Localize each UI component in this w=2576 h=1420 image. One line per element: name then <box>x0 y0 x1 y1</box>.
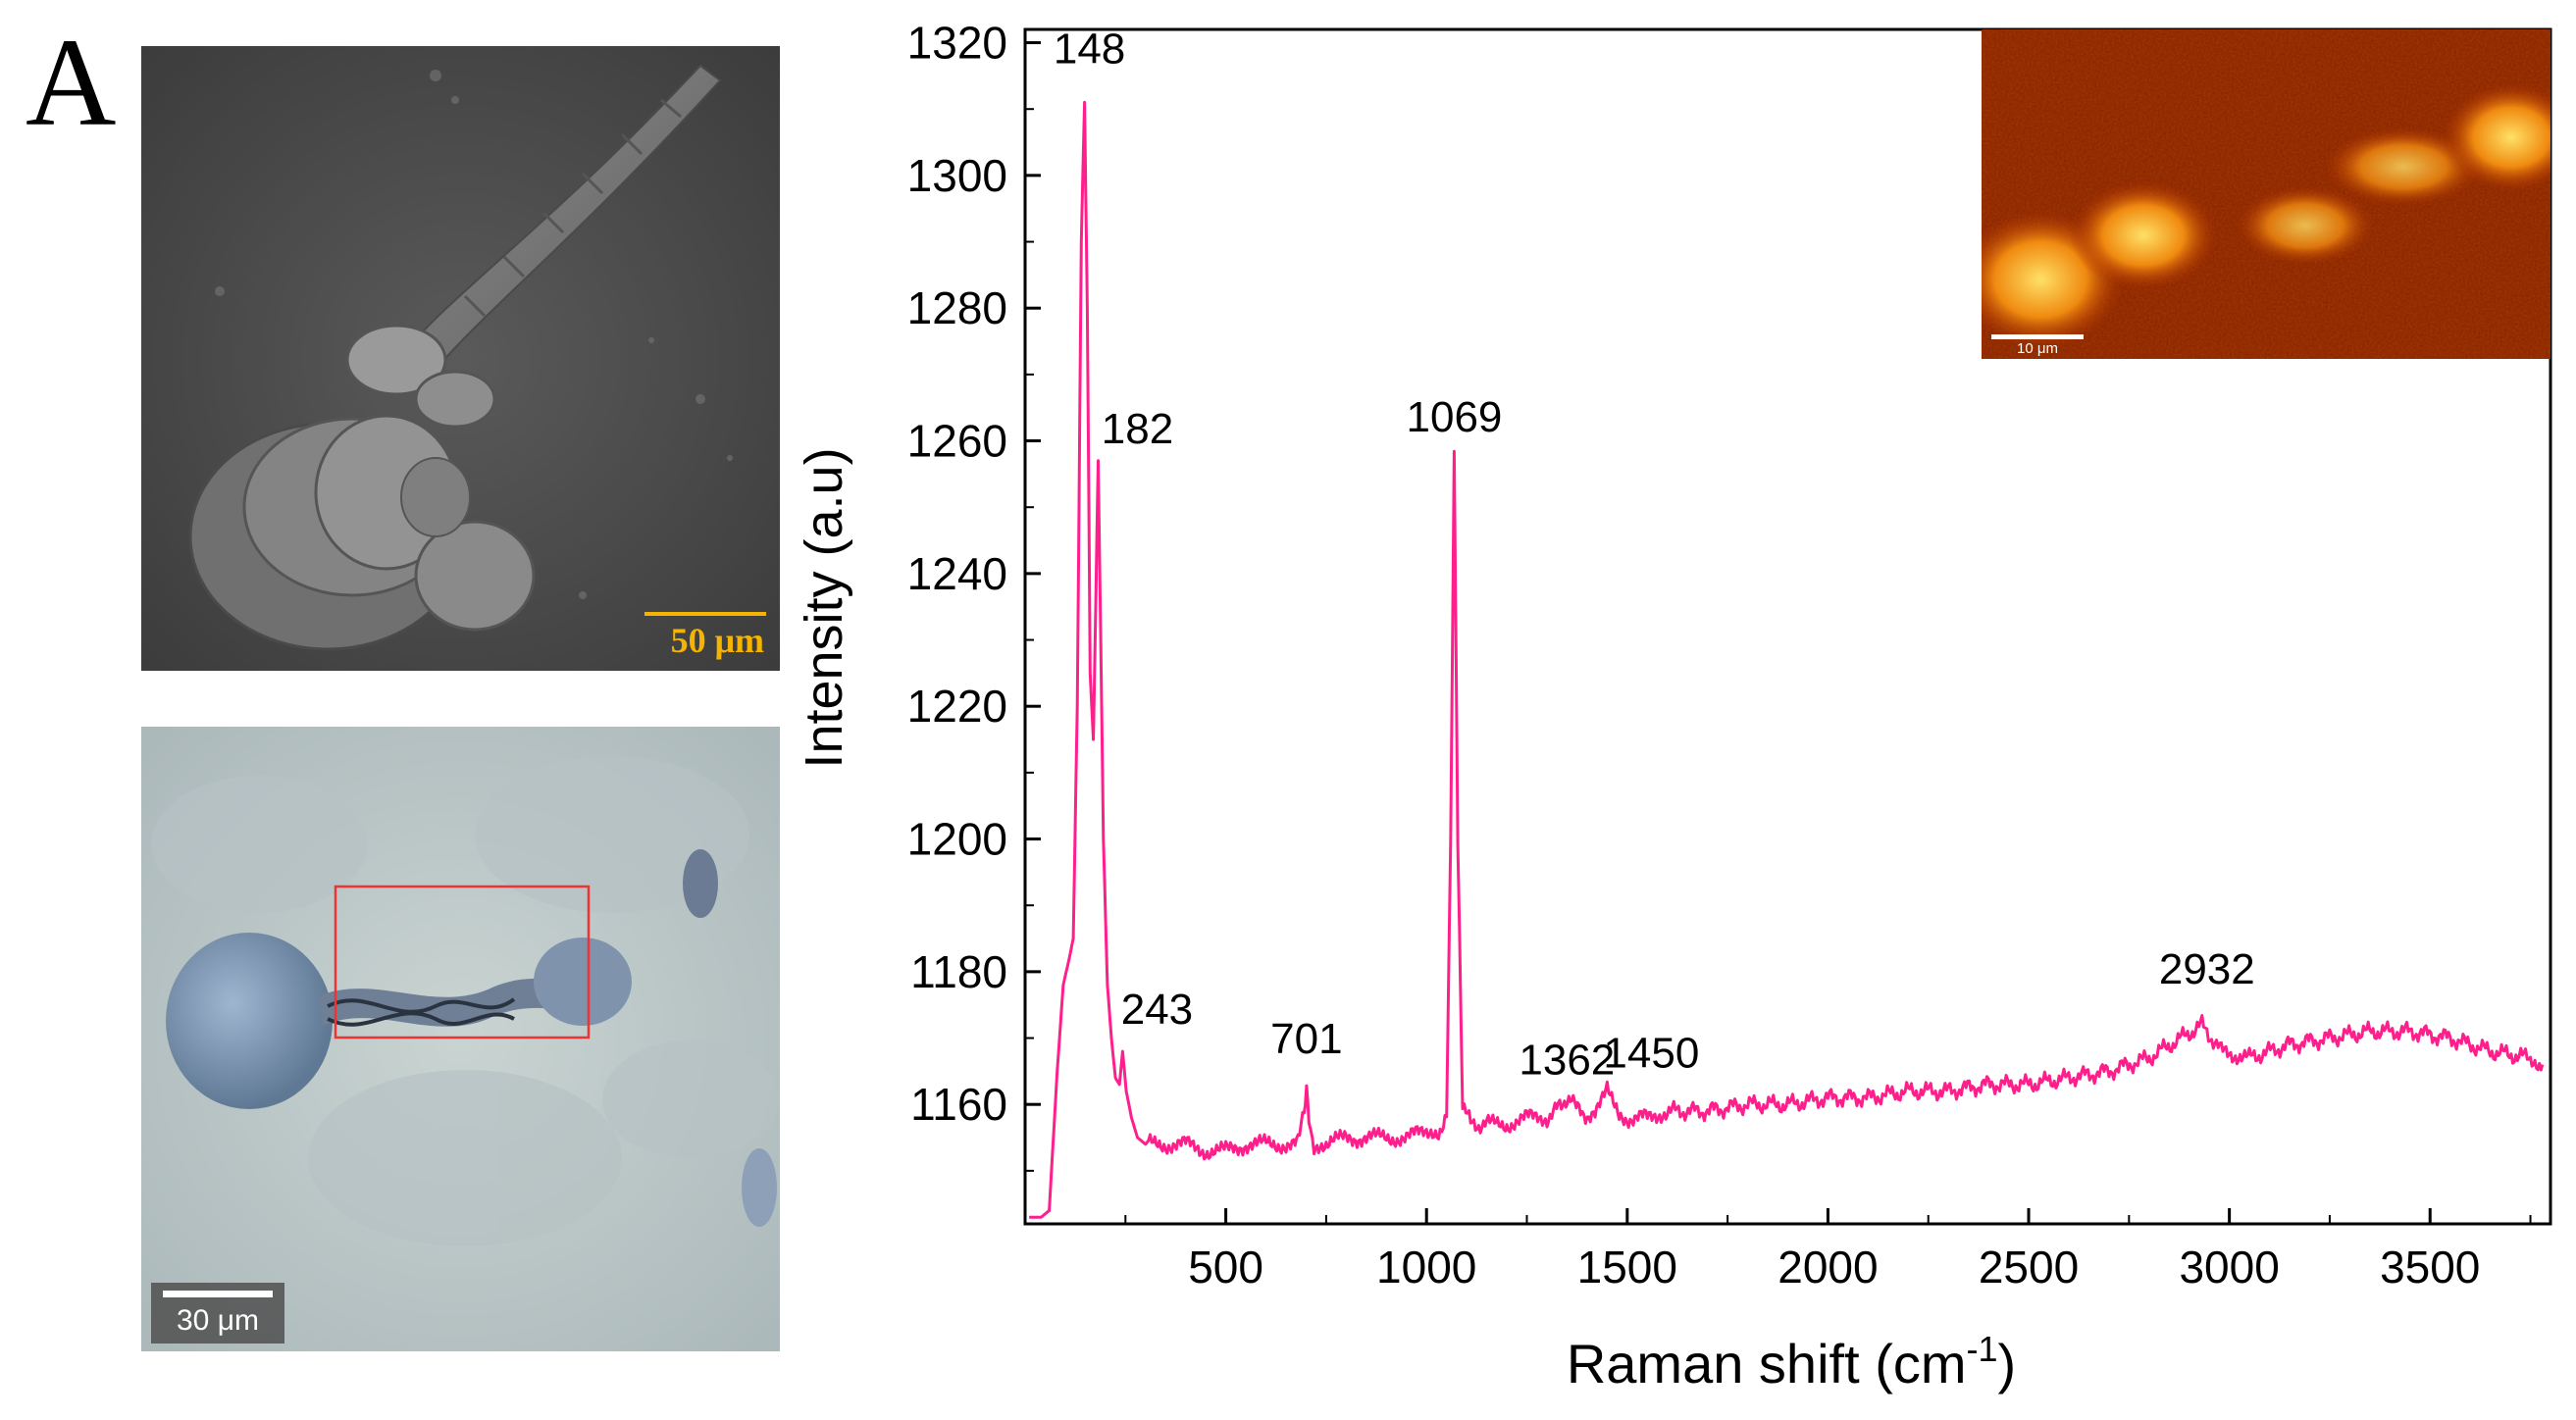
peak-label: 243 <box>1121 986 1193 1034</box>
inset-scale-bar <box>1991 334 2084 339</box>
peak-label: 2932 <box>2159 945 2255 993</box>
plot-frame <box>1023 27 2552 1226</box>
y-tick-label: 1180 <box>910 946 1007 997</box>
y-axis-label: Intensity (a.u) <box>795 447 853 768</box>
sem-micrograph: 50 μm <box>141 46 780 671</box>
peak-label: 701 <box>1270 1015 1342 1063</box>
x-tick-label: 3000 <box>2179 1242 2279 1293</box>
x-tick-label: 2000 <box>1777 1242 1878 1293</box>
y-tick-label: 1220 <box>907 681 1007 732</box>
peak-label: 1069 <box>1407 393 1503 441</box>
x-axis-label-sup: -1 <box>1966 1329 1997 1369</box>
x-axis-label-close: ) <box>1998 1333 2017 1395</box>
optical-scale-box: 30 μm <box>151 1283 284 1344</box>
inset-scale-label: 10 μm <box>2017 340 2058 357</box>
y-tick-label: 1260 <box>907 416 1007 467</box>
panel-label: A <box>26 13 117 152</box>
peak-label: 148 <box>1054 25 1125 73</box>
x-tick-label: 2500 <box>1979 1242 2079 1293</box>
y-tick-label: 1280 <box>907 282 1007 333</box>
x-axis-label-main: Raman shift (cm <box>1567 1333 1967 1395</box>
optical-scale-label: 30 μm <box>177 1304 259 1337</box>
peak-label: 1362 <box>1519 1036 1615 1084</box>
y-tick-label: 1240 <box>907 548 1007 599</box>
y-tick-label: 1200 <box>907 814 1007 865</box>
y-tick-label: 1160 <box>910 1079 1007 1130</box>
raman-map-inset: 10 μm <box>1982 29 2550 359</box>
sem-scale-bar <box>644 612 766 616</box>
x-tick-label: 500 <box>1188 1242 1263 1293</box>
optical-scale-bar <box>163 1291 273 1297</box>
optical-micrograph: 30 μm <box>141 727 780 1351</box>
peak-label: 1450 <box>1603 1030 1699 1078</box>
x-axis-label: Raman shift (cm-1) <box>1567 1329 2016 1395</box>
y-tick-label: 1300 <box>907 150 1007 201</box>
sem-scale-label: 50 μm <box>670 621 764 660</box>
x-tick-label: 1000 <box>1376 1242 1476 1293</box>
x-tick-label: 1500 <box>1577 1242 1677 1293</box>
x-tick-label: 3500 <box>2380 1242 2480 1293</box>
y-tick-label: 1320 <box>907 18 1007 69</box>
peak-label: 182 <box>1102 405 1173 453</box>
spectrum-line <box>1029 100 2545 1219</box>
